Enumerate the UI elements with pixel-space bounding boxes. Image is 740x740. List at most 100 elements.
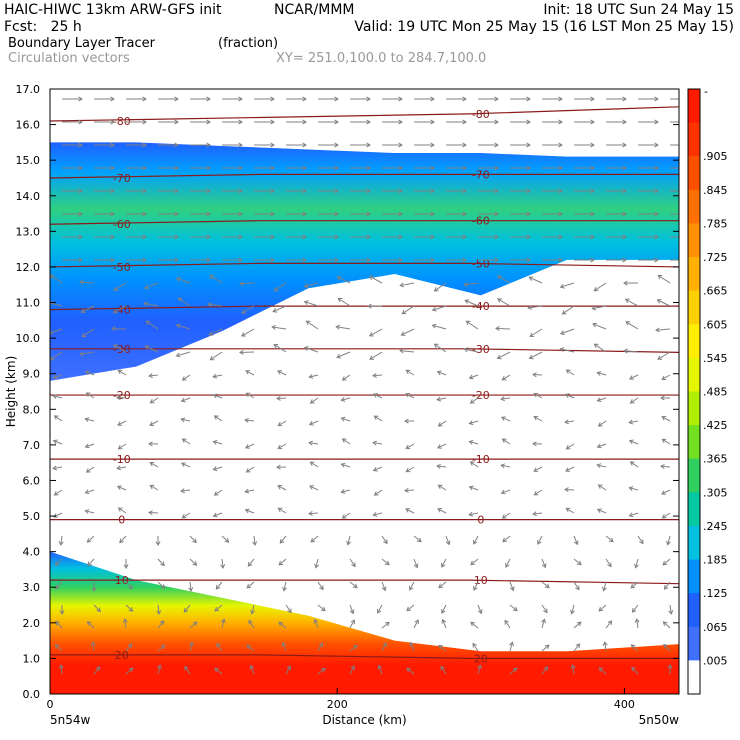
vector-arrowhead	[468, 374, 474, 380]
vector-arrowhead	[468, 511, 474, 517]
vector-arrowhead	[127, 643, 133, 649]
vector-arrowhead	[544, 583, 550, 589]
circulation-vector	[502, 512, 511, 519]
vector-arrowhead	[398, 142, 403, 148]
vector-arrowhead	[527, 304, 533, 310]
vector-arrowhead	[79, 279, 84, 285]
vector-arrowhead	[661, 438, 667, 444]
vector-arrowhead	[208, 331, 214, 336]
vector-arrowhead	[657, 355, 663, 360]
vector-arrowhead	[608, 537, 614, 543]
contour-label: -50	[113, 261, 131, 274]
circulation-vector	[55, 558, 63, 566]
vector-arrowhead	[53, 513, 58, 518]
colorbar-segment	[688, 425, 700, 460]
vector-arrowhead	[369, 355, 375, 360]
circulation-vector	[54, 415, 63, 422]
vector-arrowhead	[384, 560, 390, 566]
vector-arrowhead	[308, 420, 314, 426]
vector-arrowhead	[156, 610, 162, 615]
vector-arrowhead	[398, 257, 403, 263]
vector-arrowhead	[631, 666, 636, 672]
vector-arrowhead	[405, 393, 411, 398]
vector-arrowhead	[559, 347, 565, 353]
vector-arrowhead	[52, 374, 58, 380]
vector-arrowhead	[654, 119, 659, 125]
vector-arrowhead	[174, 211, 179, 217]
vector-arrowhead	[468, 485, 474, 491]
vector-arrowhead	[110, 188, 115, 194]
circulation-vector	[248, 620, 255, 629]
vector-arrowhead	[85, 392, 91, 397]
circulation-vector	[183, 604, 191, 613]
circulation-vector	[60, 535, 63, 545]
circulation-vector	[181, 397, 191, 402]
vector-arrowhead	[353, 644, 358, 650]
vector-arrowhead	[661, 490, 666, 495]
circulation-vector	[146, 320, 159, 330]
vector-arrowhead	[302, 188, 307, 194]
vector-arrowhead	[84, 489, 90, 495]
vector-arrowhead	[271, 324, 277, 330]
vector-arrowhead	[84, 443, 90, 449]
vector-arrowhead	[526, 119, 531, 125]
circulation-vector	[625, 298, 639, 307]
vector-arrowhead	[526, 142, 531, 148]
colorbar-label: .845	[703, 184, 728, 197]
circulation-vector	[369, 351, 383, 360]
circulation-vector	[53, 374, 63, 379]
vector-arrowhead	[656, 299, 662, 304]
y-tick-label: 15.0	[16, 154, 41, 167]
vector-arrowhead	[383, 539, 388, 545]
vector-arrowhead	[366, 257, 371, 263]
circulation-vector	[477, 665, 481, 675]
circulation-vector	[113, 344, 127, 353]
vector-arrowhead	[541, 618, 546, 624]
vector-arrowhead	[654, 142, 659, 148]
circulation-vector	[349, 645, 358, 652]
colorbar-label: .785	[703, 217, 728, 230]
vector-arrowhead	[246, 644, 252, 650]
vector-arrowhead	[462, 119, 467, 125]
vector-arrowhead	[91, 587, 97, 592]
colorbar-segment	[688, 223, 700, 258]
vector-arrowhead	[622, 234, 627, 240]
vector-arrowhead	[110, 211, 115, 217]
vector-arrowhead	[366, 234, 371, 240]
vector-arrowhead	[366, 96, 371, 102]
circulation-vector	[125, 667, 134, 675]
vector-arrowhead	[666, 540, 671, 546]
colorbar-segment	[688, 357, 700, 392]
circulation-vector	[87, 621, 95, 629]
circulation-vector	[594, 282, 607, 292]
colorbar-segment	[688, 525, 700, 561]
vector-arrowhead	[340, 462, 346, 468]
circulation-vector	[317, 604, 326, 612]
vector-arrowhead	[565, 369, 571, 374]
circulation-vector	[245, 370, 255, 376]
vector-arrowhead	[149, 421, 155, 426]
circulation-vector	[317, 642, 323, 652]
circulation-vector	[55, 581, 63, 589]
vector-arrowhead	[654, 234, 659, 240]
vector-arrowhead	[302, 96, 307, 102]
vector-arrowhead	[634, 563, 639, 569]
vector-arrowhead	[112, 344, 118, 349]
circulation-vector	[664, 581, 671, 590]
vector-arrowhead	[78, 119, 83, 125]
y-tick-label: 12.0	[16, 261, 41, 274]
vector-arrowhead	[512, 606, 518, 612]
colorbar-label: .725	[703, 251, 728, 264]
vector-arrowhead	[398, 96, 403, 102]
vector-arrowhead	[58, 664, 64, 669]
header-overlay-name: Circulation vectors	[8, 51, 130, 66]
circulation-vector	[310, 461, 319, 468]
vector-arrowhead	[142, 211, 147, 217]
vector-arrowhead	[622, 211, 627, 217]
circulation-vector	[437, 508, 447, 514]
vector-arrowhead	[175, 276, 181, 282]
contour-label: -60	[472, 215, 490, 228]
circulation-vector	[663, 644, 671, 652]
circulation-vector	[501, 464, 511, 468]
circulation-vector	[308, 512, 319, 515]
